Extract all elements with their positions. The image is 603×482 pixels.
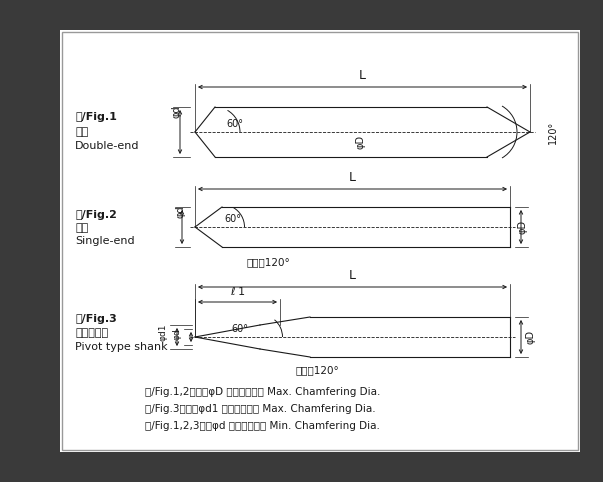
Text: φD: φD [525,330,535,344]
Bar [62,32,578,450]
Text: 60°: 60° [227,119,244,129]
Text: 図/Fig.3: 図/Fig.3 [75,314,117,324]
Text: 図/Fig.2: 図/Fig.2 [75,210,117,220]
Text: Single-end: Single-end [75,236,134,246]
Text: 先端角120°: 先端角120° [247,257,291,267]
Text: φD: φD [517,220,527,234]
Text: φD: φD [355,135,365,149]
Bar [60,30,580,452]
Text: L: L [359,69,366,82]
Text: 片刃: 片刃 [75,223,88,233]
Text: ℓ 1: ℓ 1 [230,287,245,297]
Text: 先端角120°: 先端角120° [295,365,339,375]
Text: φd1: φd1 [158,323,167,341]
Text: 図/Fig.1: 図/Fig.1 [75,112,117,122]
Text: L: L [349,171,356,184]
Text: 120°: 120° [548,120,558,144]
Text: 両刃: 両刃 [75,127,88,137]
Text: 図/Fig.3　　：φd1 最大面取り径 Max. Chamfering Dia.: 図/Fig.3 ：φd1 最大面取り径 Max. Chamfering Dia. [145,404,376,414]
Text: 図/Fig.1,2　：　φD 最大面取り径 Max. Chamfering Dia.: 図/Fig.1,2 ： φD 最大面取り径 Max. Chamfering Di… [145,387,380,397]
Text: L: L [349,269,356,282]
Text: φd: φd [175,206,185,218]
Text: Pivot type shank: Pivot type shank [75,342,168,352]
Text: Double-end: Double-end [75,141,139,151]
Text: 60°: 60° [232,324,248,334]
Text: φd: φd [172,328,181,340]
Text: ルーマ形状: ルーマ形状 [75,328,108,338]
Text: 60°: 60° [224,214,241,224]
Text: 図/Fig.1,2,3：　φd 最小面取り径 Min. Chamfering Dia.: 図/Fig.1,2,3： φd 最小面取り径 Min. Chamfering D… [145,421,380,431]
Text: φd: φd [172,106,182,118]
